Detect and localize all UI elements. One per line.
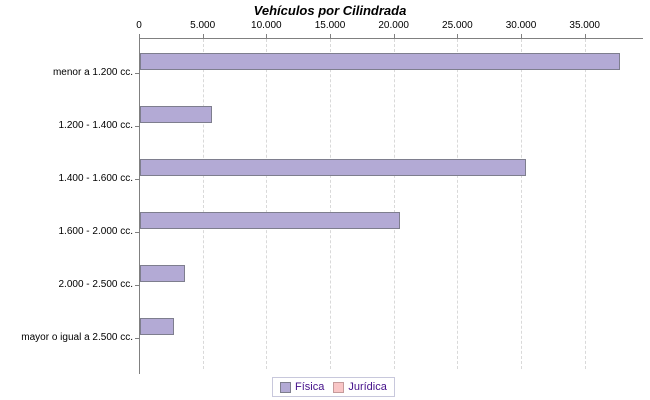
category-label: 1.400 - 1.600 cc. xyxy=(58,173,134,184)
category-axis-tick xyxy=(135,232,139,233)
chart-title: Vehículos por Cilindrada xyxy=(253,3,407,18)
bar xyxy=(140,317,174,335)
x-axis-tick-label: 25.000 xyxy=(442,20,473,31)
legend-label: Física xyxy=(295,381,325,393)
legend-swatch xyxy=(280,381,291,393)
gridline xyxy=(202,39,204,369)
x-axis-tick-label: 10.000 xyxy=(251,20,282,31)
x-axis-tick-label: 30.000 xyxy=(505,20,537,31)
category-axis-tick xyxy=(135,126,139,127)
category-label: 2.000 - 2.500 cc. xyxy=(58,279,134,290)
x-axis-tick-label: 0 xyxy=(136,20,142,31)
category-label: 1.600 - 2.000 cc. xyxy=(58,226,134,237)
bar xyxy=(140,264,186,282)
x-axis-tick xyxy=(202,34,204,38)
category-label: menor a 1.200 cc. xyxy=(52,67,133,78)
category-label: 1.200 - 1.400 cc. xyxy=(58,120,134,131)
legend-item: Física xyxy=(280,381,324,393)
category-axis-tick xyxy=(135,285,139,286)
x-axis-tick xyxy=(393,34,395,38)
gridline xyxy=(521,39,523,369)
legend-item: Jurídica xyxy=(333,381,387,393)
bar xyxy=(140,211,401,229)
legend: Física Jurídica xyxy=(272,377,395,397)
x-axis-tick-label: 20.000 xyxy=(378,20,409,31)
gridline xyxy=(266,39,268,369)
gridline xyxy=(457,39,459,369)
x-axis-tick xyxy=(139,34,140,38)
x-axis-tick xyxy=(266,34,268,38)
x-axis-tick xyxy=(584,34,586,38)
x-axis-tick-label: 5.000 xyxy=(190,20,216,31)
bar xyxy=(140,105,212,123)
category-label: mayor o igual a 2.500 cc. xyxy=(21,332,133,343)
x-axis-tick-label: 35.000 xyxy=(569,20,600,31)
bar xyxy=(140,52,621,70)
x-axis-tick-label: 15.000 xyxy=(314,20,346,31)
category-axis-tick xyxy=(135,73,139,74)
x-axis-tick xyxy=(457,34,459,38)
plot-area xyxy=(139,38,643,374)
gridline xyxy=(330,39,331,369)
x-axis-tick xyxy=(330,34,331,38)
bar xyxy=(140,158,526,176)
category-axis-tick xyxy=(135,338,139,339)
category-axis-tick xyxy=(135,179,139,180)
legend-swatch xyxy=(333,381,345,393)
x-axis-tick xyxy=(521,34,523,38)
gridline xyxy=(584,39,586,369)
legend-label: Jurídica xyxy=(348,381,387,393)
gridline xyxy=(393,39,395,369)
